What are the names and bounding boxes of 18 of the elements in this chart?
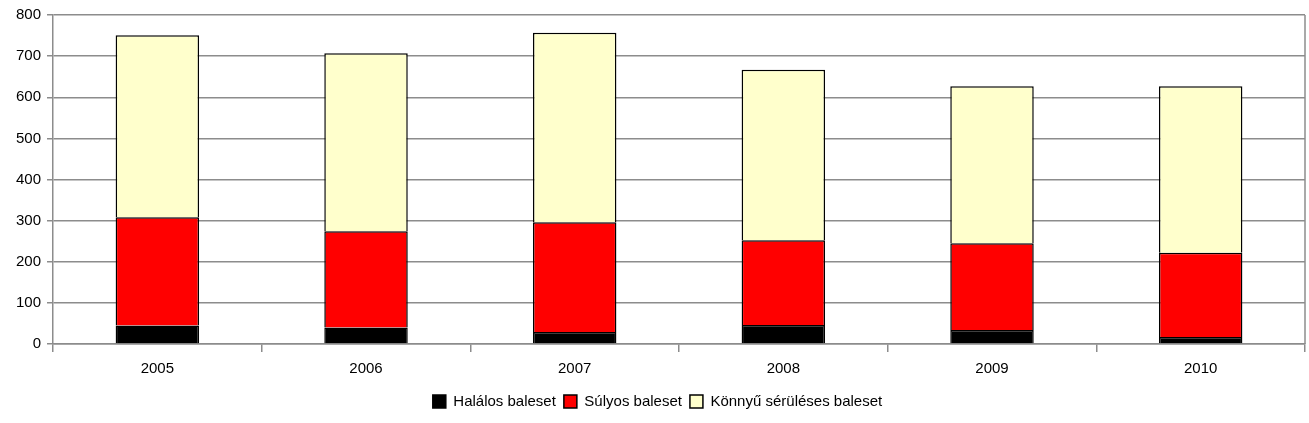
x-tick-label: 2010 bbox=[1183, 359, 1218, 377]
y-tick-label: 500 bbox=[16, 128, 42, 146]
x-tick-label: 2007 bbox=[557, 359, 592, 377]
y-tick-label: 0 bbox=[32, 334, 42, 352]
y-tick-label: 100 bbox=[16, 293, 42, 311]
legend-label: Halálos baleset bbox=[453, 391, 557, 409]
x-tick-label: 2006 bbox=[349, 359, 383, 377]
x-tick-label: 2008 bbox=[766, 359, 801, 377]
x-tick-label: 2005 bbox=[140, 359, 175, 377]
y-tick-label: 800 bbox=[16, 5, 42, 23]
legend-label: Könnyű sérüléses baleset bbox=[710, 391, 884, 409]
y-tick-label: 700 bbox=[16, 46, 42, 64]
y-tick-label: 400 bbox=[16, 169, 42, 187]
legend-label: Súlyos baleset bbox=[584, 391, 683, 409]
y-tick-label: 600 bbox=[16, 87, 42, 105]
x-tick-label: 2009 bbox=[975, 359, 1009, 377]
y-tick-label: 300 bbox=[16, 210, 42, 228]
y-tick-label: 200 bbox=[16, 251, 42, 269]
